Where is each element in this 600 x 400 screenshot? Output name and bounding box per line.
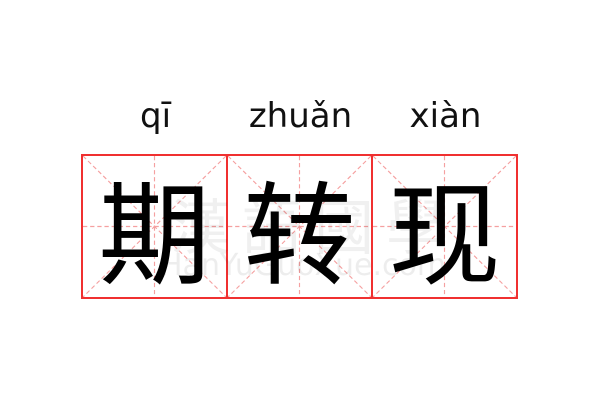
pinyin-2: zhuǎn	[248, 96, 353, 136]
watermark-latin: HanYuGuoXue.com	[160, 248, 447, 283]
character-cell: 转	[226, 156, 371, 302]
character: 现	[388, 171, 501, 302]
character: 转	[243, 171, 356, 302]
watermark-chinese: 漢語國學	[170, 194, 458, 264]
character-cell: 现	[371, 156, 516, 302]
pinyin-3: xiàn	[409, 96, 482, 136]
pinyin-1: qī	[139, 96, 172, 136]
character: 期	[98, 171, 211, 302]
character-grid: 期 转 现	[81, 154, 518, 302]
character-cell: 期	[83, 156, 226, 302]
